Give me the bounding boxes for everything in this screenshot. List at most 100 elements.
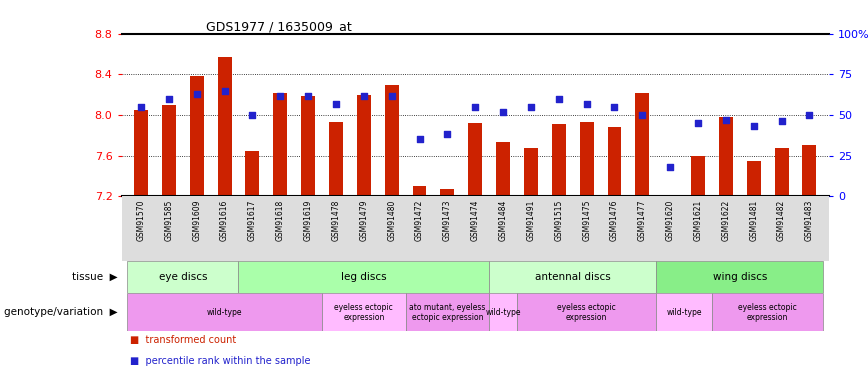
Text: antennal discs: antennal discs xyxy=(535,272,610,282)
Bar xyxy=(517,293,656,331)
Text: GSM91491: GSM91491 xyxy=(526,200,536,241)
Text: GSM91481: GSM91481 xyxy=(749,200,759,241)
Text: ato mutant, eyeless
ectopic expression: ato mutant, eyeless ectopic expression xyxy=(409,303,485,322)
Point xyxy=(524,104,538,110)
Point xyxy=(357,93,371,99)
Bar xyxy=(608,127,621,196)
Bar xyxy=(405,293,490,331)
Point xyxy=(691,120,705,126)
Text: GSM91476: GSM91476 xyxy=(610,200,619,241)
Bar xyxy=(246,150,260,196)
Bar xyxy=(803,146,817,196)
Point xyxy=(301,93,315,99)
Bar xyxy=(656,293,712,331)
Text: tissue  ▶: tissue ▶ xyxy=(71,272,117,282)
Bar xyxy=(496,142,510,196)
Bar xyxy=(357,95,371,196)
Bar xyxy=(301,96,315,196)
Text: GSM91621: GSM91621 xyxy=(694,200,702,241)
Bar xyxy=(440,189,454,196)
Bar xyxy=(746,161,760,196)
Text: GSM91618: GSM91618 xyxy=(276,200,285,241)
Bar xyxy=(322,293,405,331)
Bar xyxy=(524,147,538,196)
Point xyxy=(746,123,760,129)
Point xyxy=(385,93,398,99)
Point xyxy=(580,100,594,106)
Text: eye discs: eye discs xyxy=(159,272,207,282)
Bar xyxy=(273,93,287,196)
Text: GSM91474: GSM91474 xyxy=(470,200,480,241)
Text: eyeless ectopic
expression: eyeless ectopic expression xyxy=(334,303,393,322)
Text: GSM91483: GSM91483 xyxy=(805,200,814,241)
Text: GSM91472: GSM91472 xyxy=(415,200,424,241)
Bar xyxy=(127,293,322,331)
Bar xyxy=(162,105,176,196)
Bar xyxy=(490,293,517,331)
Point xyxy=(412,136,426,142)
Text: GSM91585: GSM91585 xyxy=(164,200,174,241)
Point xyxy=(552,96,566,102)
Bar xyxy=(656,261,824,293)
Text: eyeless ectopic
expression: eyeless ectopic expression xyxy=(739,303,797,322)
Text: GDS1977 / 1635009_at: GDS1977 / 1635009_at xyxy=(207,20,352,33)
Text: GSM91478: GSM91478 xyxy=(332,200,340,241)
Bar xyxy=(635,93,649,196)
Point xyxy=(134,104,148,110)
Text: leg discs: leg discs xyxy=(341,272,386,282)
Text: wild-type: wild-type xyxy=(207,308,242,317)
Bar xyxy=(719,117,733,196)
Text: GSM91482: GSM91482 xyxy=(777,200,786,241)
Bar xyxy=(134,110,148,196)
Text: ■  percentile rank within the sample: ■ percentile rank within the sample xyxy=(130,356,311,366)
Text: GSM91622: GSM91622 xyxy=(721,200,730,241)
Text: GSM91475: GSM91475 xyxy=(582,200,591,241)
Point xyxy=(774,118,788,124)
Text: GSM91616: GSM91616 xyxy=(220,200,229,241)
Point xyxy=(608,104,621,110)
Bar xyxy=(190,76,204,196)
Text: GSM91479: GSM91479 xyxy=(359,200,368,241)
Text: wild-type: wild-type xyxy=(485,308,521,317)
Point xyxy=(329,100,343,106)
Text: GSM91473: GSM91473 xyxy=(443,200,452,241)
Point xyxy=(190,91,204,97)
Text: genotype/variation  ▶: genotype/variation ▶ xyxy=(3,307,117,317)
Text: GSM91609: GSM91609 xyxy=(192,200,201,241)
Point xyxy=(273,93,287,99)
Text: GSM91480: GSM91480 xyxy=(387,200,396,241)
Bar xyxy=(218,57,232,196)
Point xyxy=(440,132,454,138)
Text: wing discs: wing discs xyxy=(713,272,767,282)
Text: GSM91515: GSM91515 xyxy=(555,200,563,241)
Point xyxy=(218,88,232,94)
Point xyxy=(635,112,649,118)
Text: GSM91570: GSM91570 xyxy=(136,200,146,241)
Text: GSM91484: GSM91484 xyxy=(498,200,508,241)
Bar xyxy=(490,261,656,293)
Bar xyxy=(712,293,824,331)
Bar xyxy=(580,122,594,196)
Bar xyxy=(468,123,483,196)
Text: GSM91617: GSM91617 xyxy=(248,200,257,241)
Text: wild-type: wild-type xyxy=(667,308,702,317)
Point xyxy=(719,117,733,123)
Point xyxy=(496,109,510,115)
Point xyxy=(663,164,677,170)
Point xyxy=(469,104,483,110)
Bar xyxy=(691,156,705,196)
Bar xyxy=(385,84,398,196)
Bar xyxy=(412,186,426,196)
Text: GSM91477: GSM91477 xyxy=(638,200,647,241)
Point xyxy=(803,112,817,118)
Text: GSM91619: GSM91619 xyxy=(304,200,312,241)
Point xyxy=(162,96,176,102)
Bar xyxy=(774,147,788,196)
Text: ■  transformed count: ■ transformed count xyxy=(130,335,236,345)
Bar xyxy=(127,261,239,293)
Bar xyxy=(329,122,343,196)
Bar xyxy=(239,261,490,293)
Bar xyxy=(552,124,566,196)
Text: GSM91620: GSM91620 xyxy=(666,200,674,241)
Text: eyeless ectopic
expression: eyeless ectopic expression xyxy=(557,303,616,322)
